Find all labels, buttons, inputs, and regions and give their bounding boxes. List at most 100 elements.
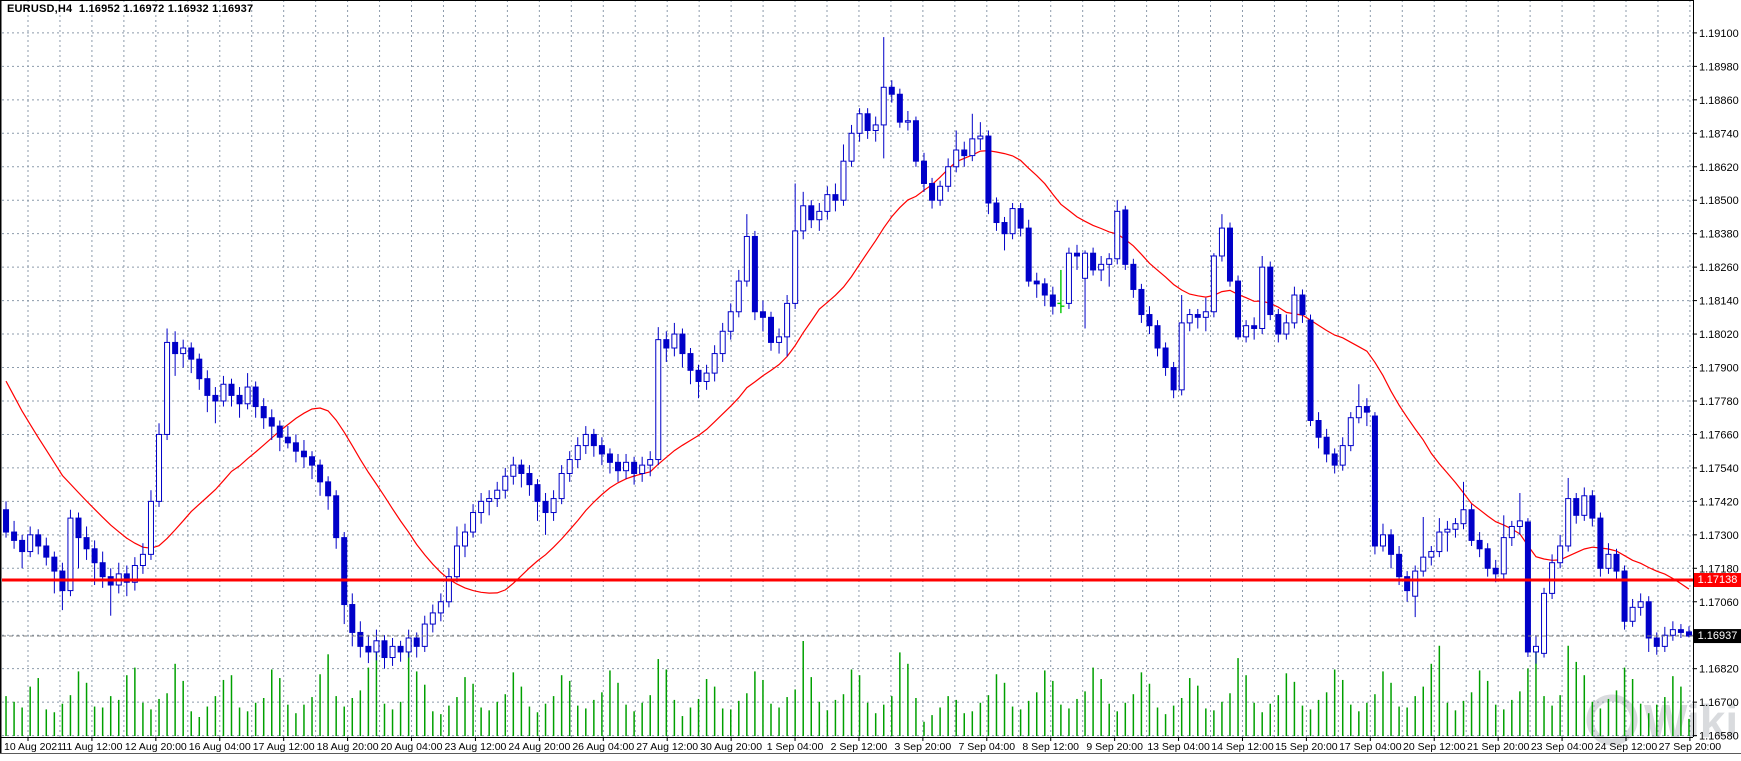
candle-bear xyxy=(985,135,992,204)
price-axis-label: 1.17060 xyxy=(1699,597,1739,609)
candle-bear xyxy=(920,160,927,184)
candle-bull xyxy=(453,545,460,578)
candle-bear xyxy=(888,86,895,95)
candle-bear xyxy=(1468,509,1475,541)
candle-bear xyxy=(759,311,766,318)
candle-bull xyxy=(462,531,469,547)
candle-bull xyxy=(719,330,726,355)
candle-bull xyxy=(494,489,501,500)
candle-bear xyxy=(1049,294,1056,307)
watermark-logo-icon xyxy=(1586,694,1638,746)
hline-flag-bg xyxy=(1694,573,1741,588)
candle-bear xyxy=(1524,521,1531,653)
time-axis-label: 23 Sep 04:00 xyxy=(1531,741,1594,753)
candle-bear xyxy=(196,358,203,380)
time-axis-label: 20 Sep 12:00 xyxy=(1403,741,1466,753)
candle-bear xyxy=(1484,548,1491,569)
candle-bear xyxy=(292,442,299,452)
candle-bear xyxy=(1090,252,1097,271)
candle-bull xyxy=(671,333,678,349)
candle-bear xyxy=(1041,283,1048,296)
price-axis-label: 1.18980 xyxy=(1699,61,1739,73)
candle-bull xyxy=(566,459,573,474)
candle-bear xyxy=(1267,266,1274,316)
candle-bull xyxy=(977,135,984,140)
candle-bull xyxy=(1114,210,1121,260)
candle-bear xyxy=(11,531,18,541)
candle-bear xyxy=(349,604,356,633)
candle-bear xyxy=(1685,631,1692,637)
price-axis-label: 1.19100 xyxy=(1699,28,1739,40)
time-axis-label: 23 Aug 12:00 xyxy=(444,741,506,753)
hline-price-flag: 1.17138 xyxy=(1697,574,1738,586)
time-axis-label: 7 Sep 04:00 xyxy=(958,741,1015,753)
candle-bull xyxy=(1210,255,1217,313)
candle-bear xyxy=(1645,601,1652,639)
candle-bear xyxy=(1017,208,1024,229)
candle-bull xyxy=(953,149,960,168)
time-axis-label: 8 Sep 12:00 xyxy=(1022,741,1079,753)
candle-bull xyxy=(502,475,509,491)
price-axis-label: 1.16820 xyxy=(1699,664,1739,676)
candle-bull xyxy=(139,553,146,567)
candle-bull xyxy=(1605,553,1612,569)
candle-bear xyxy=(1404,576,1411,592)
candle-bull xyxy=(582,433,589,447)
candle-bear xyxy=(1138,288,1145,316)
candle-bear xyxy=(204,378,211,396)
price-axis-label: 1.17780 xyxy=(1699,396,1739,408)
candle-bear xyxy=(228,383,235,396)
candle-bear xyxy=(1621,570,1628,622)
price-axis-label: 1.18020 xyxy=(1699,329,1739,341)
candle-bull xyxy=(244,386,251,405)
time-axis-label: 30 Aug 20:00 xyxy=(700,741,762,753)
candle-bear xyxy=(83,537,90,550)
candle-bull xyxy=(429,612,436,625)
candle-bear xyxy=(1025,227,1032,282)
candle-bull xyxy=(703,372,710,382)
candle-bull xyxy=(824,194,831,212)
candle-bull xyxy=(1428,551,1435,558)
candle-bull xyxy=(1629,606,1636,622)
candle-bull xyxy=(1549,562,1556,594)
candle-bull xyxy=(1065,252,1072,304)
candle-bull xyxy=(639,464,646,474)
candle-bear xyxy=(912,120,919,162)
time-axis-label: 18 Aug 20:00 xyxy=(317,741,379,753)
candle-bear xyxy=(832,194,839,201)
candle-bull xyxy=(131,565,138,583)
price-axis-label: 1.17540 xyxy=(1699,463,1739,475)
time-axis-label: 15 Sep 20:00 xyxy=(1275,741,1338,753)
candle-bear xyxy=(1573,498,1580,516)
candle-bear xyxy=(1396,553,1403,578)
candle-bear xyxy=(212,394,219,402)
candle-bear xyxy=(172,341,179,355)
candle-bull xyxy=(1581,495,1588,516)
candle-bear xyxy=(687,353,694,371)
candle-bear xyxy=(1597,517,1604,569)
candle-bear xyxy=(606,453,613,463)
candle-bear xyxy=(300,450,307,458)
candle-bull xyxy=(1178,322,1185,391)
price-axis-label: 1.17180 xyxy=(1699,563,1739,575)
candle-bear xyxy=(99,562,106,578)
candle-bear xyxy=(35,534,42,547)
candle-bear xyxy=(43,545,50,558)
candle-bull xyxy=(437,601,444,614)
time-axis-label: 10 Aug 2021 xyxy=(4,741,63,753)
candle-bear xyxy=(518,464,525,474)
candle-bull xyxy=(1557,545,1564,564)
candle-bear xyxy=(1492,567,1499,575)
candle-bull xyxy=(856,113,863,134)
candle-bull xyxy=(1460,509,1467,525)
candle-bull xyxy=(1532,645,1539,653)
candle-bull xyxy=(558,472,565,500)
candle-bear xyxy=(808,205,815,221)
candle-bull xyxy=(1541,592,1548,654)
candle-bear xyxy=(357,631,364,647)
candle-bull xyxy=(147,500,154,555)
candle-bull xyxy=(1516,520,1523,527)
candle-bull xyxy=(647,459,654,466)
